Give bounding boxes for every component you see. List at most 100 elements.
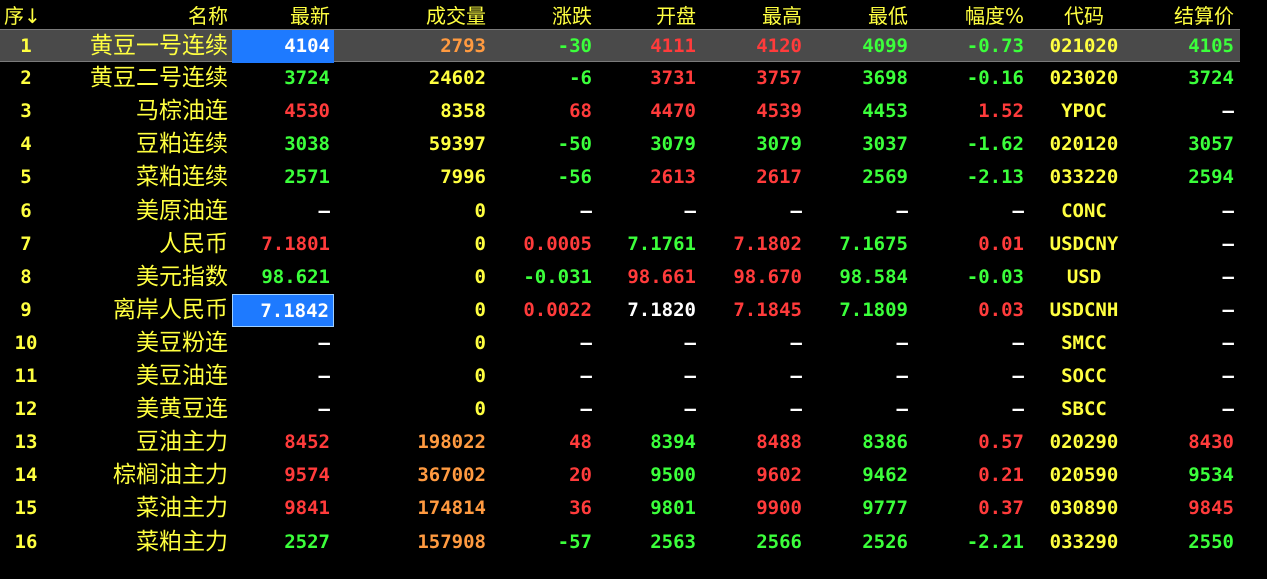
cell-change: —	[580, 331, 592, 354]
header-pct[interactable]: 幅度%	[964, 4, 1024, 28]
cell-code: 021020	[1049, 35, 1119, 57]
cell-settle: 2550	[1188, 530, 1234, 553]
cell-code: 020120	[1049, 133, 1119, 156]
cell-open: 4470	[650, 100, 696, 123]
cell-volume: 0	[474, 265, 486, 288]
cell-open: 2563	[650, 530, 696, 553]
cell-pct: 0.37	[978, 497, 1024, 520]
cell-volume: 0	[474, 232, 486, 255]
cell-volume: 2793	[440, 35, 486, 57]
cell-high: 2617	[756, 166, 802, 189]
header-low[interactable]: 最低	[868, 4, 908, 28]
cell-code: 020590	[1049, 464, 1119, 487]
cell-seq: 9	[20, 298, 32, 321]
cell-open: 3731	[650, 67, 696, 90]
cell-name: 美黄豆连	[136, 396, 228, 423]
cell-name: 黄豆一号连续	[90, 33, 228, 59]
cell-name: 美元指数	[136, 263, 228, 290]
header-code[interactable]: 代码	[1064, 4, 1104, 28]
cell-seq: 15	[14, 497, 38, 520]
cell-high: 3079	[756, 133, 802, 156]
cell-volume: 0	[474, 331, 486, 354]
cell-high: 7.1802	[733, 232, 802, 255]
cell-name: 棕榈油主力	[113, 462, 228, 489]
cell-high: —	[790, 365, 802, 387]
header-seq[interactable]: 序↓	[4, 4, 41, 28]
cell-seq: 1	[20, 35, 32, 57]
cell-code: YPOC	[1061, 100, 1107, 123]
cell-last: 9841	[284, 497, 330, 520]
cell-settle: 4105	[1188, 35, 1234, 57]
cell-name: 菜粕主力	[136, 528, 228, 555]
cell-high: 4120	[756, 35, 802, 57]
cell-pct: -2.13	[966, 166, 1024, 189]
cell-low: 9777	[862, 497, 908, 520]
cell-pct: —	[1012, 331, 1024, 354]
cell-name: 马棕油连	[136, 98, 228, 125]
table-row[interactable]: 15 菜油主力 9841 174814 36 9801 9900 9777 0.37 030890…	[0, 492, 1240, 525]
cell-settle: —	[1222, 265, 1234, 288]
header-open[interactable]: 开盘	[656, 4, 696, 28]
cell-change: 48	[569, 431, 592, 454]
cell-change: 0.0022	[523, 298, 592, 321]
table-row[interactable]: 11 美豆油连 — 0 — — — — — SOCC —	[0, 360, 1240, 393]
table-row[interactable]: 9 离岸人民币 7.1842 0 0.0022 7.1820 7.1845 7.1809 0.0…	[0, 293, 1240, 327]
table-row[interactable]: 2 黄豆二号连续 3724 24602 -6 3731 3757 3698 -0.16 02302…	[0, 62, 1240, 95]
table-row[interactable]: 14 棕榈油主力 9574 367002 20 9500 9602 9462 0.21 02059…	[0, 459, 1240, 492]
cell-code: USDCNY	[1049, 232, 1119, 255]
header-change[interactable]: 涨跌	[552, 4, 592, 28]
cell-pct: 0.57	[978, 431, 1024, 454]
table-row[interactable]: 1 黄豆一号连续 4104 2793 -30 4111 4120 4099 -0.73 02102…	[0, 29, 1240, 63]
cell-code: USD	[1066, 265, 1102, 288]
cell-last: —	[318, 199, 330, 222]
cell-change: -56	[557, 166, 592, 189]
cell-change: -50	[557, 133, 592, 156]
cell-settle: —	[1222, 398, 1234, 421]
cell-settle: 3724	[1188, 67, 1234, 90]
cell-code: 033290	[1049, 530, 1119, 553]
cell-pct: -0.73	[966, 35, 1024, 57]
cell-settle: —	[1222, 199, 1234, 222]
table-row[interactable]: 3 马棕油连 4530 8358 68 4470 4539 4453 1.52 YPOC —	[0, 95, 1240, 128]
table-row[interactable]: 16 菜粕主力 2527 157908 -57 2563 2566 2526 -2.21 0332…	[0, 526, 1240, 559]
cell-volume: 0	[474, 199, 486, 222]
cell-low: 4453	[862, 100, 908, 123]
cell-change: —	[580, 365, 592, 387]
cell-code: 020290	[1049, 431, 1119, 454]
cell-seq: 4	[20, 133, 32, 156]
cell-name: 豆油主力	[136, 429, 228, 456]
header-last[interactable]: 最新	[290, 4, 330, 28]
cell-name: 豆粕连续	[136, 131, 228, 158]
cell-seq: 12	[14, 398, 38, 421]
header-name[interactable]: 名称	[188, 4, 228, 28]
cell-low: 8386	[862, 431, 908, 454]
cell-code: CONC	[1061, 199, 1107, 222]
cell-name: 菜油主力	[136, 495, 228, 522]
table-row[interactable]: 12 美黄豆连 — 0 — — — — — SBCC —	[0, 393, 1240, 426]
header-high[interactable]: 最高	[762, 4, 802, 28]
table-row[interactable]: 4 豆粕连续 3038 59397 -50 3079 3079 3037 -1.62 020120…	[0, 128, 1240, 161]
cell-settle: 9845	[1188, 497, 1234, 520]
table-row[interactable]: 10 美豆粉连 — 0 — — — — — SMCC —	[0, 327, 1240, 360]
cell-pct: -0.16	[966, 67, 1024, 90]
table-row[interactable]: 7 人民币 7.1801 0 0.0005 7.1761 7.1802 7.1675 0.01 U…	[0, 228, 1240, 261]
header-settle[interactable]: 结算价	[1174, 4, 1234, 28]
cell-settle: 9534	[1188, 464, 1234, 487]
table-header: 序↓ 名称 最新 成交量 涨跌 开盘 最高 最低 幅度% 代码 结算价	[0, 0, 1240, 33]
table-row[interactable]: 13 豆油主力 8452 198022 48 8394 8488 8386 0.57 020290…	[0, 426, 1240, 459]
cell-volume: 24602	[428, 67, 486, 90]
header-volume[interactable]: 成交量	[426, 4, 486, 28]
cell-open: 3079	[650, 133, 696, 156]
cell-high: 9602	[756, 464, 802, 487]
cell-code: 023020	[1049, 67, 1119, 90]
table-row[interactable]: 6 美原油连 — 0 — — — — — CONC —	[0, 195, 1240, 228]
table-row[interactable]: 8 美元指数 98.621 0 -0.031 98.661 98.670 98.584 -0.0…	[0, 261, 1240, 294]
cell-last: 9574	[284, 464, 330, 487]
cell-low: 7.1675	[839, 232, 908, 255]
table-row[interactable]: 5 菜粕连续 2571 7996 -56 2613 2617 2569 -2.13 033220 2…	[0, 161, 1240, 194]
cell-high: —	[790, 331, 802, 354]
cell-open: 8394	[650, 431, 696, 454]
cell-volume: 157908	[417, 530, 486, 553]
cell-pct: —	[1012, 365, 1024, 387]
sort-down-icon: ↓	[24, 4, 41, 28]
